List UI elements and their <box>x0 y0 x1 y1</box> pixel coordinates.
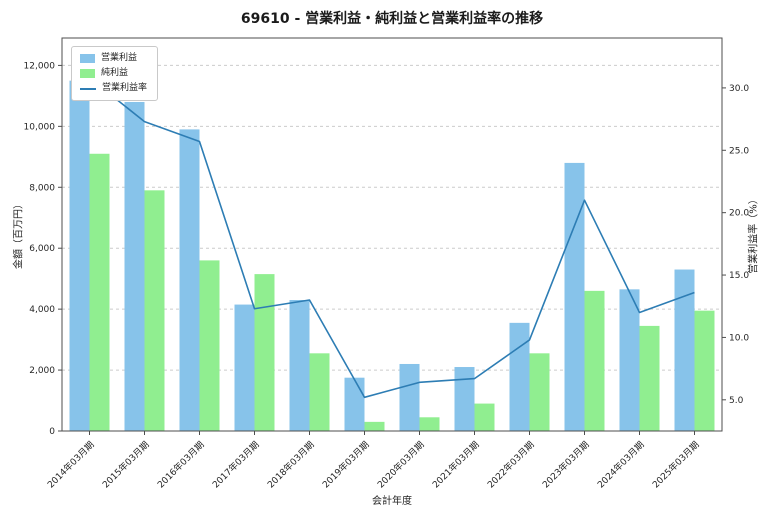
legend-label-operating-margin: 営業利益率 <box>102 83 148 93</box>
x-axis-tick-label: 2022年03月期 <box>485 439 537 491</box>
bar-net-profit <box>529 353 550 431</box>
x-axis-tick-label: 2021年03月期 <box>430 439 482 491</box>
x-axis-tick-label: 2016年03月期 <box>155 439 207 491</box>
bar-operating-profit <box>179 129 200 431</box>
bar-net-profit <box>144 190 165 431</box>
x-axis-tick-label: 2020年03月期 <box>375 439 427 491</box>
x-axis-tick-label: 2014年03月期 <box>45 439 97 491</box>
plot-border <box>61 37 723 432</box>
bar-operating-profit <box>344 377 365 431</box>
bar-operating-profit <box>399 363 420 431</box>
y-axis-tick-label-right: 20.0 <box>729 209 749 219</box>
y-axis-tick-label-right: 5.0 <box>729 396 744 406</box>
bar-net-profit <box>309 353 330 431</box>
legend-label-net-profit: 純利益 <box>101 68 129 78</box>
x-axis-tick-label: 2019年03月期 <box>320 439 372 491</box>
chart-title: 69610 - 営業利益・純利益と営業利益率の推移 <box>240 11 544 27</box>
y-axis-tick-label-right: 30.0 <box>729 84 749 94</box>
bar-operating-profit <box>289 300 310 431</box>
bar-net-profit <box>364 421 385 431</box>
legend-swatch-operating-profit <box>80 54 95 63</box>
x-axis-tick-label: 2024年03月期 <box>595 439 647 491</box>
y-axis-tick-label-left: 0 <box>49 427 55 437</box>
bar-net-profit <box>694 310 715 431</box>
bar-net-profit <box>474 403 495 431</box>
bar-operating-profit <box>124 101 145 431</box>
bar-net-profit <box>199 260 220 431</box>
bar-operating-profit <box>619 289 640 431</box>
legend: 営業利益 純利益 営業利益率 <box>71 46 159 101</box>
bar-net-profit <box>89 153 110 431</box>
x-axis-tick-label: 2025年03月期 <box>650 439 702 491</box>
bar-operating-profit <box>69 80 90 432</box>
y-axis-tick-label-left: 8,000 <box>29 183 55 193</box>
x-axis-tick-label: 2017年03月期 <box>210 439 262 491</box>
bar-net-profit <box>639 325 660 431</box>
line-operating-margin <box>89 77 695 399</box>
y-axis-tick-label-left: 2,000 <box>29 366 55 376</box>
x-axis-label: 会計年度 <box>372 496 412 507</box>
bar-operating-profit <box>234 304 255 431</box>
bar-net-profit <box>584 290 605 431</box>
x-axis-tick-label: 2023年03月期 <box>540 439 592 491</box>
bar-operating-profit <box>674 269 695 431</box>
y-axis-tick-label-left: 6,000 <box>29 244 55 254</box>
y-axis-tick-label-left: 12,000 <box>24 61 56 71</box>
y-axis-tick-label-right: 10.0 <box>729 333 749 343</box>
x-axis-tick-label: 2018年03月期 <box>265 439 317 491</box>
y-axis-tick-label-right: 25.0 <box>729 146 749 156</box>
x-axis-tick-label: 2015年03月期 <box>100 439 152 491</box>
bar-net-profit <box>419 417 440 431</box>
legend-item-operating-profit: 営業利益 <box>80 53 147 64</box>
legend-swatch-net-profit <box>80 69 95 78</box>
bar-net-profit <box>254 274 275 431</box>
y-axis-tick-label-right: 15.0 <box>729 271 749 281</box>
y-axis-tick-label-left: 4,000 <box>29 305 55 315</box>
legend-label-operating-profit: 営業利益 <box>101 53 138 63</box>
legend-swatch-operating-margin <box>80 87 96 90</box>
bar-operating-profit <box>564 162 585 431</box>
bar-operating-profit <box>509 322 530 431</box>
legend-item-net-profit: 純利益 <box>80 68 147 79</box>
bar-operating-profit <box>454 367 475 431</box>
legend-item-operating-margin: 営業利益率 <box>80 83 147 94</box>
y-axis-tick-label-left: 10,000 <box>24 122 56 132</box>
